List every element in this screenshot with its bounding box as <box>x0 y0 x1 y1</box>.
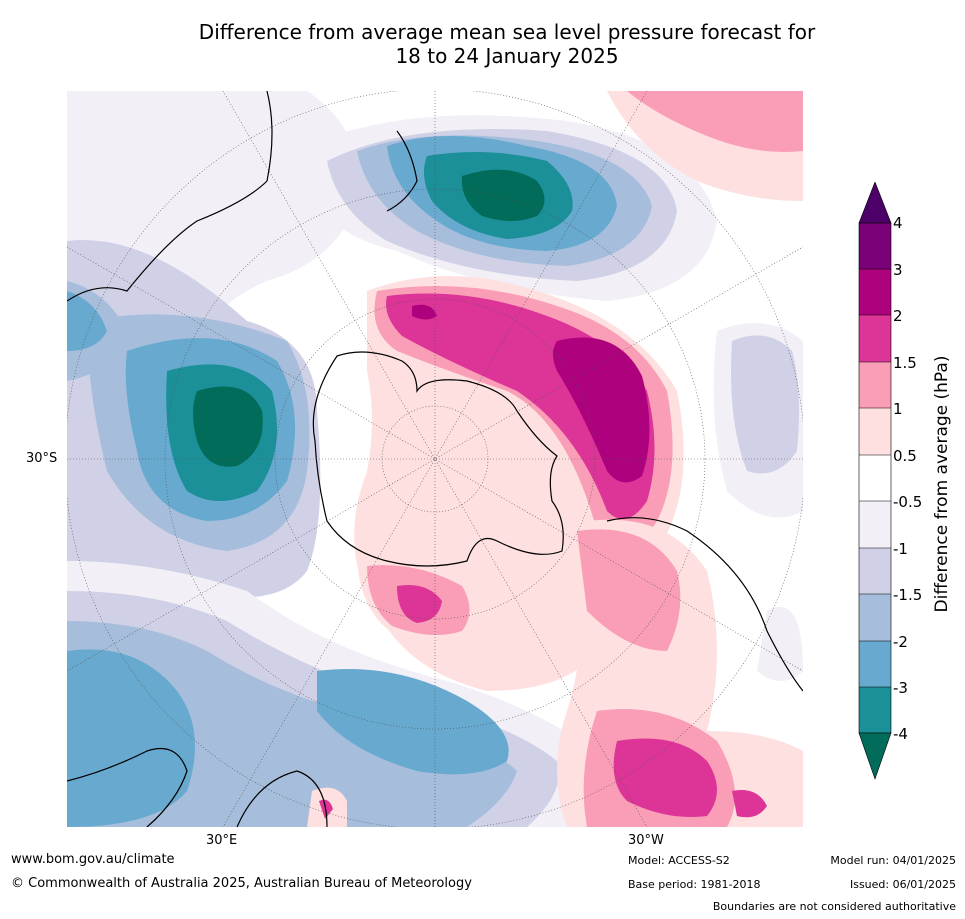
colorbar-tick: -1 <box>893 540 908 558</box>
colorbar-extend-min <box>858 732 892 780</box>
negative-anomaly-west <box>67 91 359 598</box>
lat-label-30s: 30°S <box>26 451 58 466</box>
colorbar-bin <box>859 362 891 408</box>
disclaimer-text: Boundaries are not considered authoritat… <box>712 900 956 913</box>
graticule <box>67 91 803 827</box>
southern-africa-outline <box>236 770 328 827</box>
map-title: Difference from average mean sea level p… <box>0 20 965 68</box>
positive-anomaly-southeast <box>557 519 803 827</box>
colorbar-tick: -4 <box>893 725 908 743</box>
colorbar-bin <box>859 455 891 501</box>
colorbar-tick: 1.5 <box>893 354 917 372</box>
colorbar-svg <box>858 181 892 780</box>
lon-label-30e: 30°E <box>206 833 238 848</box>
website-link[interactable]: www.bom.gov.au/climate <box>11 852 175 867</box>
copyright-text: © Commonwealth of Australia 2025, Austra… <box>11 876 472 891</box>
colorbar-bin <box>859 687 891 733</box>
colorbar-bin <box>859 501 891 548</box>
colorbar-dividers <box>859 268 891 688</box>
colorbar-tick: -3 <box>893 679 908 697</box>
colorbar-tick: 3 <box>893 261 903 279</box>
colorbar-extend-max <box>858 181 892 224</box>
negative-anomaly-south <box>67 561 614 827</box>
colorbar-tick: -1.5 <box>893 586 923 604</box>
colorbar-bin <box>859 315 891 362</box>
map-svg <box>67 91 803 827</box>
colorbar-bin <box>859 408 891 455</box>
colorbar-label: Difference from average (hPa) <box>932 355 952 613</box>
positive-anomaly-north-east <box>307 91 803 827</box>
colorbar-bin <box>859 594 891 641</box>
colorbar-tick: 0.5 <box>893 447 917 465</box>
colorbar-bin <box>859 641 891 687</box>
model-run-text: Model run: 04/01/2025 <box>830 854 956 867</box>
colorbar-tick: 1 <box>893 400 903 418</box>
colorbar-bin <box>859 223 891 269</box>
africa-outline <box>67 91 273 302</box>
australia-outline <box>67 747 188 827</box>
positive-anomaly-south-pacific <box>357 548 485 645</box>
title-line-2: 18 to 24 January 2025 <box>395 44 619 68</box>
model-text: Model: ACCESS-S2 <box>628 854 730 867</box>
colorbar <box>858 181 892 786</box>
colorbar-tick: 4 <box>893 214 903 232</box>
colorbar-tick: -0.5 <box>893 493 923 511</box>
south-america-outline <box>606 517 803 692</box>
colorbar-bin <box>859 269 891 315</box>
negative-anomaly-north <box>297 115 717 302</box>
title-line-1: Difference from average mean sea level p… <box>198 20 816 44</box>
negative-anomaly-east <box>713 323 803 681</box>
colorbar-tick: 2 <box>893 307 903 325</box>
colorbar-bin <box>859 548 891 594</box>
pressure-anomaly-map <box>67 91 803 827</box>
colorbar-tick: -2 <box>893 633 908 651</box>
issued-text: Issued: 06/01/2025 <box>849 878 956 891</box>
new-zealand-outline <box>386 130 418 212</box>
lon-label-30w: 30°W <box>628 833 664 848</box>
base-period-text: Base period: 1981-2018 <box>628 878 761 891</box>
